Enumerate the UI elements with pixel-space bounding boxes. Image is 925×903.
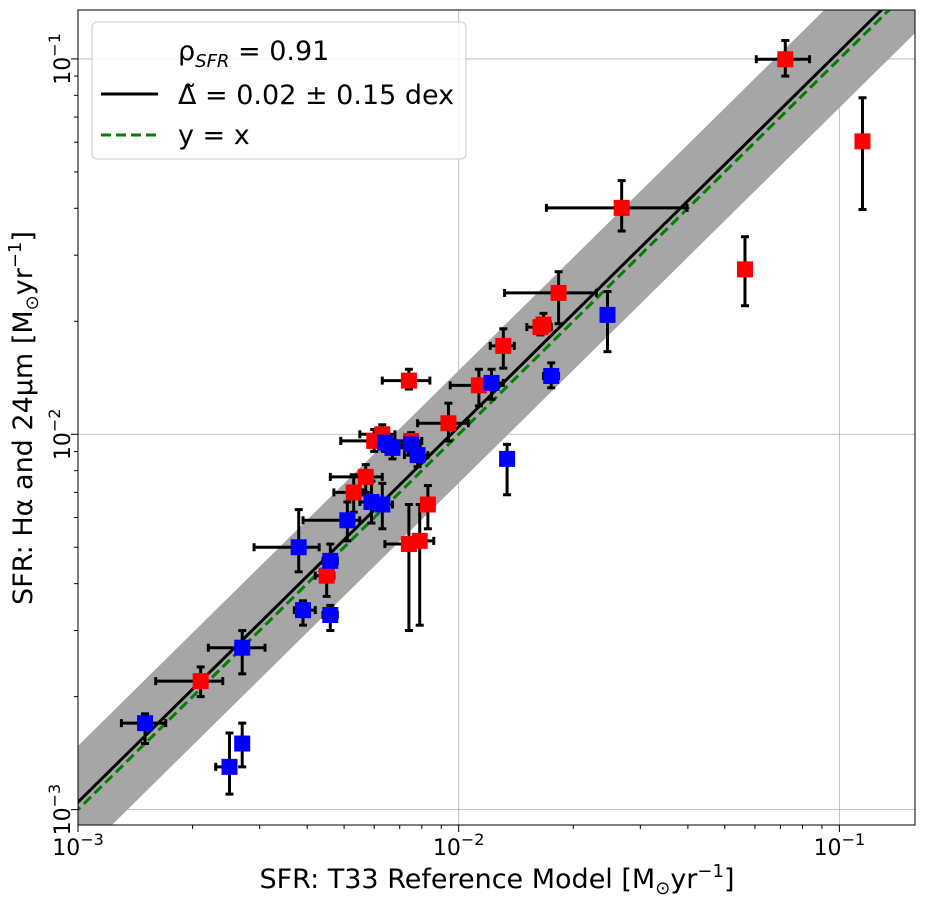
y-tick-label-1: 10−2 — [45, 408, 76, 460]
red-point-18 — [411, 532, 428, 549]
x-tick-label-0: 10−3 — [52, 830, 104, 861]
legend: ρSFR = 0.91 Δ̃ = 0.02 ± 0.15 dex y = x — [91, 21, 467, 160]
red-errorbar-1 — [858, 96, 867, 212]
blue-point-14 — [322, 607, 339, 624]
legend-identity-label: y = x — [178, 120, 250, 151]
identity-line — [78, 10, 892, 812]
scatter-band-fill — [78, 10, 915, 825]
red-point-8 — [400, 372, 417, 389]
blue-point-10 — [339, 512, 356, 529]
red-point-2 — [613, 199, 630, 216]
blue-point-17 — [234, 735, 251, 752]
x-tick-label-2: 10−1 — [814, 830, 866, 861]
axis-ticks: 10−3 10−2 10−1 10−3 10−2 10−1 — [45, 33, 865, 861]
blue-point-15 — [234, 639, 251, 656]
x-axis-label: SFR: T33 Reference Model [M⊙yr−1] — [259, 861, 734, 899]
red-point-1 — [854, 133, 871, 150]
legend-frame — [91, 21, 467, 160]
x-tick-label-1: 10−2 — [433, 830, 485, 861]
markers — [137, 51, 871, 775]
red-point-4 — [550, 284, 567, 301]
red-point-20 — [192, 673, 209, 690]
blue-point-5 — [384, 439, 401, 456]
blue-point-1 — [543, 367, 560, 384]
scatter-band — [78, 10, 915, 825]
y-tick-label-2: 10−1 — [45, 33, 76, 85]
blue-point-9 — [363, 494, 380, 511]
legend-rho: ρSFR = 0.91 — [178, 36, 329, 72]
red-point-15 — [345, 484, 362, 501]
blue-point-2 — [483, 374, 500, 391]
blue-point-12 — [322, 552, 339, 569]
blue-point-18 — [221, 758, 238, 775]
blue-point-16 — [137, 715, 154, 732]
red-point-0 — [777, 51, 794, 68]
blue-point-3 — [499, 450, 516, 467]
blue-point-11 — [290, 539, 307, 556]
red-point-14 — [357, 468, 374, 485]
red-point-10 — [440, 415, 457, 432]
red-point-9 — [470, 377, 487, 394]
red-point-7 — [495, 337, 512, 354]
y-tick-label-0: 10−3 — [45, 784, 76, 836]
red-point-3 — [736, 261, 753, 278]
red-point-16 — [419, 496, 436, 513]
red-point-19 — [318, 567, 335, 584]
blue-point-0 — [599, 306, 616, 323]
plot-frame — [77, 9, 916, 826]
y-axis-label: SFR: Hα and 24μm [M⊙yr−1] — [5, 231, 43, 605]
blue-point-13 — [295, 602, 312, 619]
red-point-6 — [532, 319, 549, 336]
legend-fit-label: Δ̃ = 0.02 ± 0.15 dex — [178, 80, 454, 111]
blue-point-7 — [409, 447, 426, 464]
